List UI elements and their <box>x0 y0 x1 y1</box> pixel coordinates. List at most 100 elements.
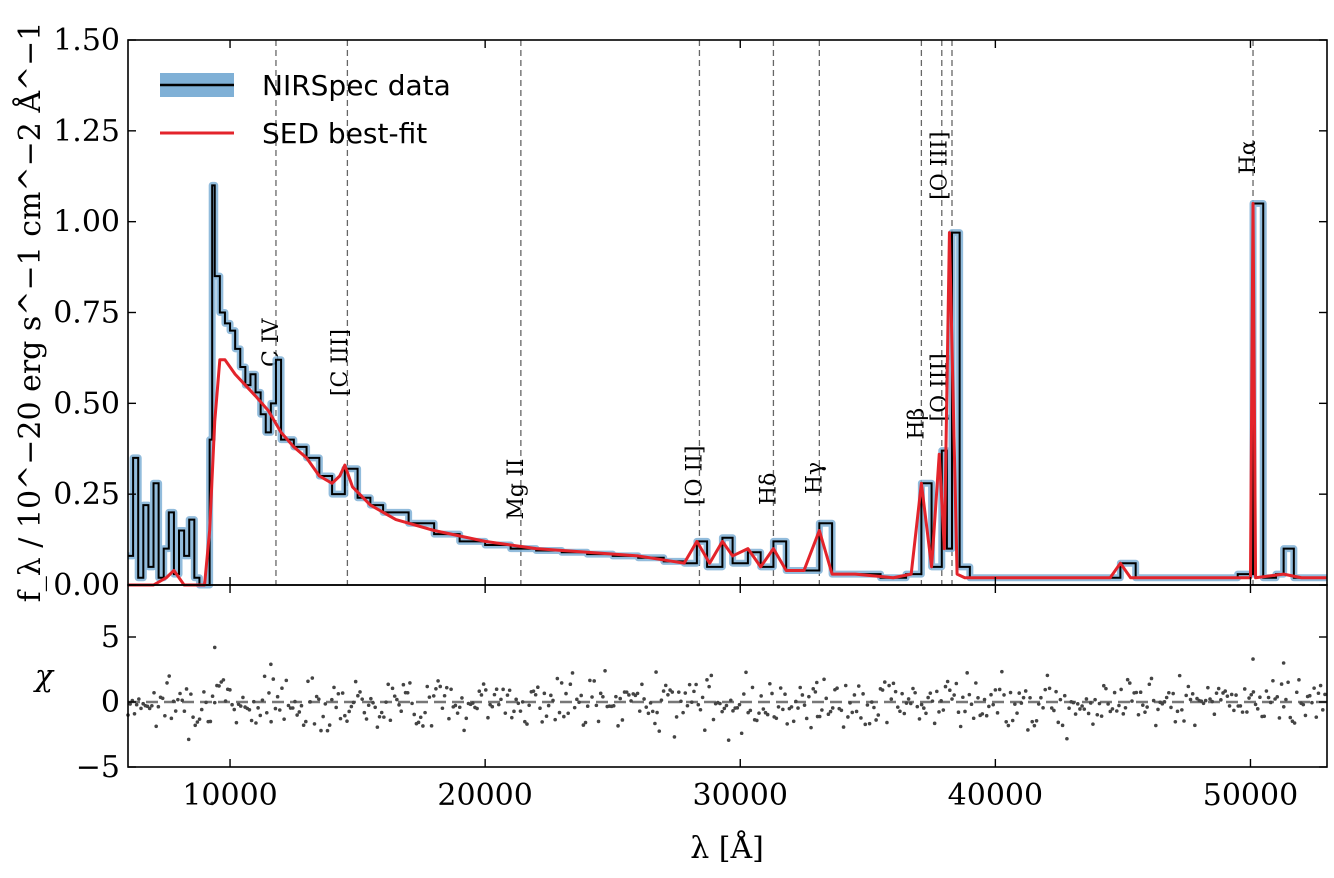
residual-point-315 <box>809 725 813 730</box>
residual-point-107 <box>358 690 362 694</box>
residual-point-239 <box>644 705 649 709</box>
residual-point-475 <box>1156 707 1160 712</box>
residual-point-528 <box>1271 678 1275 683</box>
residual-point-535 <box>1286 680 1290 685</box>
residual-point-230 <box>624 690 629 694</box>
residual-point-488 <box>1184 693 1188 698</box>
residual-point-370 <box>928 691 933 695</box>
residual-point-177 <box>510 715 514 720</box>
residual-point-253 <box>674 715 679 719</box>
residual-point-49 <box>232 707 237 712</box>
residual-point-388 <box>967 692 972 697</box>
residual-point-397 <box>987 704 991 709</box>
residual-point-172 <box>499 697 503 702</box>
residual-point-119 <box>384 700 388 704</box>
residual-point-350 <box>885 720 889 725</box>
residual-point-249 <box>666 692 670 697</box>
residual-point-56 <box>247 707 252 712</box>
residual-point-509 <box>1229 692 1234 697</box>
residual-point-141 <box>431 694 436 698</box>
residual-point-539 <box>1294 690 1299 695</box>
residual-point-27 <box>184 687 189 691</box>
residual-point-190 <box>538 706 542 710</box>
residual-axes: −5 0 5 10000 20000 30000 40000 50000 <box>76 585 1327 813</box>
residual-point-534 <box>1284 697 1288 702</box>
residual-point-465 <box>1134 690 1139 695</box>
residual-point-148 <box>447 716 451 721</box>
line-label-3: [O II] <box>682 445 707 505</box>
residual-point-139 <box>427 695 432 699</box>
residual-point-129 <box>405 690 410 695</box>
x-tick-label-2: 30000 <box>693 778 788 813</box>
residual-point-486 <box>1180 708 1184 712</box>
residual-point-485 <box>1177 673 1182 678</box>
residual-point-461 <box>1125 677 1130 682</box>
residual-point-400 <box>993 688 998 692</box>
residual-outlier-0 <box>210 801 214 806</box>
residual-point-425 <box>1047 686 1052 691</box>
residual-point-176 <box>507 688 512 693</box>
residual-point-166 <box>486 715 490 720</box>
residual-point-520 <box>1253 702 1258 707</box>
residual-point-354 <box>893 689 898 694</box>
line-label-9: Hα <box>1236 140 1261 174</box>
residual-point-138 <box>425 684 430 689</box>
residual-point-270 <box>711 717 716 722</box>
residual-point-307 <box>791 719 796 724</box>
residual-point-83 <box>306 679 310 684</box>
residual-point-97 <box>336 691 341 696</box>
residual-point-297 <box>770 691 774 696</box>
residual-outlier-3 <box>814 680 819 685</box>
residual-y-axis-title: χ <box>33 659 55 694</box>
residual-point-78 <box>295 713 299 717</box>
residual-point-467 <box>1138 690 1143 694</box>
residual-point-94 <box>330 697 334 702</box>
residual-point-525 <box>1264 689 1269 693</box>
residual-point-10 <box>147 706 152 711</box>
residual-point-156 <box>464 716 469 721</box>
residual-point-404 <box>1002 693 1006 697</box>
residual-point-442 <box>1084 697 1089 701</box>
line-label-6: Hβ <box>904 408 929 440</box>
residual-point-268 <box>707 684 711 689</box>
residual-point-215 <box>592 679 597 683</box>
residual-point-171 <box>496 702 501 707</box>
residual-point-443 <box>1086 711 1091 716</box>
residual-point-114 <box>373 705 377 710</box>
residual-point-82 <box>304 719 308 724</box>
residual-point-330 <box>841 725 846 729</box>
residual-point-109 <box>362 710 367 715</box>
residual-point-179 <box>514 697 518 702</box>
residual-point-36 <box>204 700 208 705</box>
residual-point-12 <box>152 690 156 695</box>
residual-point-17 <box>163 713 167 718</box>
residual-point-183 <box>523 719 527 724</box>
residual-point-407 <box>1008 690 1013 695</box>
residual-point-549 <box>1316 691 1321 696</box>
residual-point-257 <box>683 691 688 695</box>
residual-point-372 <box>932 721 937 726</box>
residual-point-469 <box>1143 710 1147 714</box>
residual-point-105 <box>353 679 358 684</box>
residual-point-220 <box>603 669 607 673</box>
residual-point-276 <box>724 703 729 708</box>
residual-point-497 <box>1203 698 1208 703</box>
residual-point-14 <box>156 704 161 709</box>
residual-point-20 <box>169 716 174 721</box>
y-tick-label-3: 0.75 <box>53 296 120 331</box>
residual-point-514 <box>1240 710 1245 714</box>
residual-point-548 <box>1314 715 1319 719</box>
residual-point-265 <box>700 695 705 700</box>
residual-point-540 <box>1297 678 1301 682</box>
residual-point-246 <box>659 698 664 702</box>
residual-point-69 <box>275 694 280 699</box>
residual-point-412 <box>1019 701 1024 705</box>
residual-point-341 <box>865 703 870 707</box>
residual-point-483 <box>1173 719 1178 724</box>
residual-point-473 <box>1151 698 1156 703</box>
residual-point-383 <box>956 710 961 714</box>
residual-point-500 <box>1210 699 1215 704</box>
residual-point-327 <box>835 686 839 691</box>
data-spectrum-line <box>128 184 1327 586</box>
